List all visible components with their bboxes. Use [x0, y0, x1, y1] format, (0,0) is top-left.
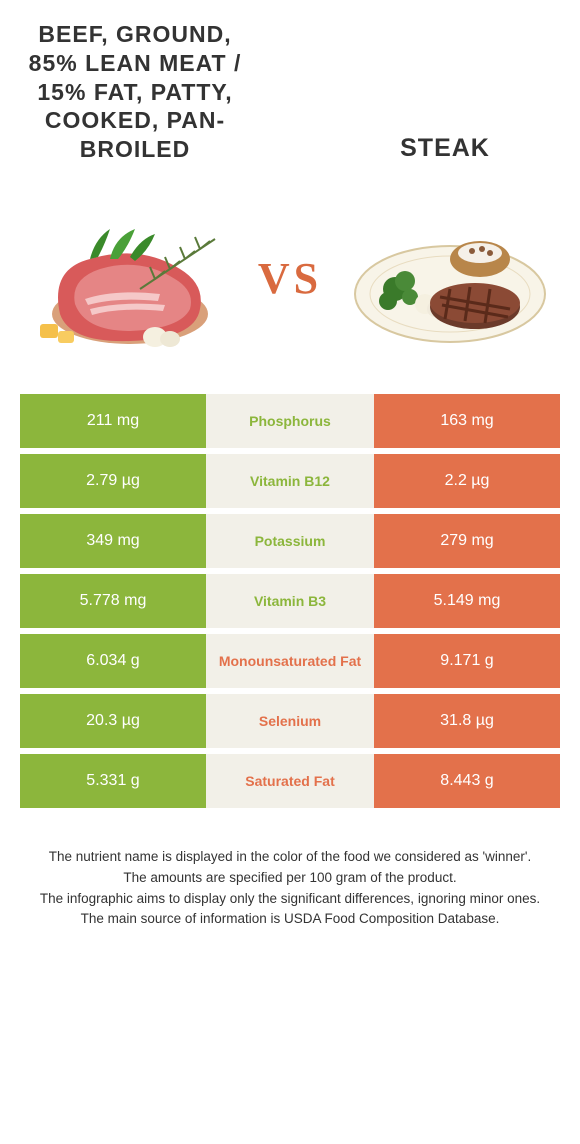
right-value: 279 mg [374, 514, 560, 568]
nutrient-name: Vitamin B12 [206, 454, 374, 508]
header: BEEF, GROUND, 85% LEAN MEAT / 15% FAT, P… [20, 20, 560, 164]
food-left-image [20, 199, 240, 359]
food-left-title: BEEF, GROUND, 85% LEAN MEAT / 15% FAT, P… [20, 20, 250, 164]
left-value: 349 mg [20, 514, 206, 568]
right-value: 8.443 g [374, 754, 560, 808]
left-value: 211 mg [20, 394, 206, 448]
right-value: 5.149 mg [374, 574, 560, 628]
right-value: 9.171 g [374, 634, 560, 688]
left-value: 5.331 g [20, 754, 206, 808]
footnote-line: The infographic aims to display only the… [30, 890, 550, 909]
left-value: 6.034 g [20, 634, 206, 688]
food-right-title: STEAK [330, 133, 560, 164]
table-row: 349 mgPotassium279 mg [20, 514, 560, 568]
nutrient-name: Monounsaturated Fat [206, 634, 374, 688]
table-row: 6.034 gMonounsaturated Fat9.171 g [20, 634, 560, 688]
left-value: 5.778 mg [20, 574, 206, 628]
nutrient-name: Vitamin B3 [206, 574, 374, 628]
footnotes: The nutrient name is displayed in the co… [20, 848, 560, 932]
right-value: 163 mg [374, 394, 560, 448]
footnote-line: The main source of information is USDA F… [30, 910, 550, 929]
nutrient-name: Saturated Fat [206, 754, 374, 808]
table-row: 20.3 µgSelenium31.8 µg [20, 694, 560, 748]
nutrient-name: Selenium [206, 694, 374, 748]
right-value: 2.2 µg [374, 454, 560, 508]
footnote-line: The nutrient name is displayed in the co… [30, 848, 550, 867]
comparison-table: 211 mgPhosphorus163 mg 2.79 µgVitamin B12… [20, 394, 560, 808]
nutrient-name: Potassium [206, 514, 374, 568]
table-row: 5.331 gSaturated Fat8.443 g [20, 754, 560, 808]
table-row: 5.778 mgVitamin B35.149 mg [20, 574, 560, 628]
right-value: 31.8 µg [374, 694, 560, 748]
steak-plate-icon [350, 209, 550, 349]
food-right-image [340, 199, 560, 359]
left-value: 2.79 µg [20, 454, 206, 508]
raw-beef-icon [30, 209, 230, 349]
left-value: 20.3 µg [20, 694, 206, 748]
nutrient-name: Phosphorus [206, 394, 374, 448]
vs-label: VS [258, 253, 322, 304]
footnote-line: The amounts are specified per 100 gram o… [30, 869, 550, 888]
images-row: VS [20, 194, 560, 364]
table-row: 2.79 µgVitamin B122.2 µg [20, 454, 560, 508]
table-row: 211 mgPhosphorus163 mg [20, 394, 560, 448]
